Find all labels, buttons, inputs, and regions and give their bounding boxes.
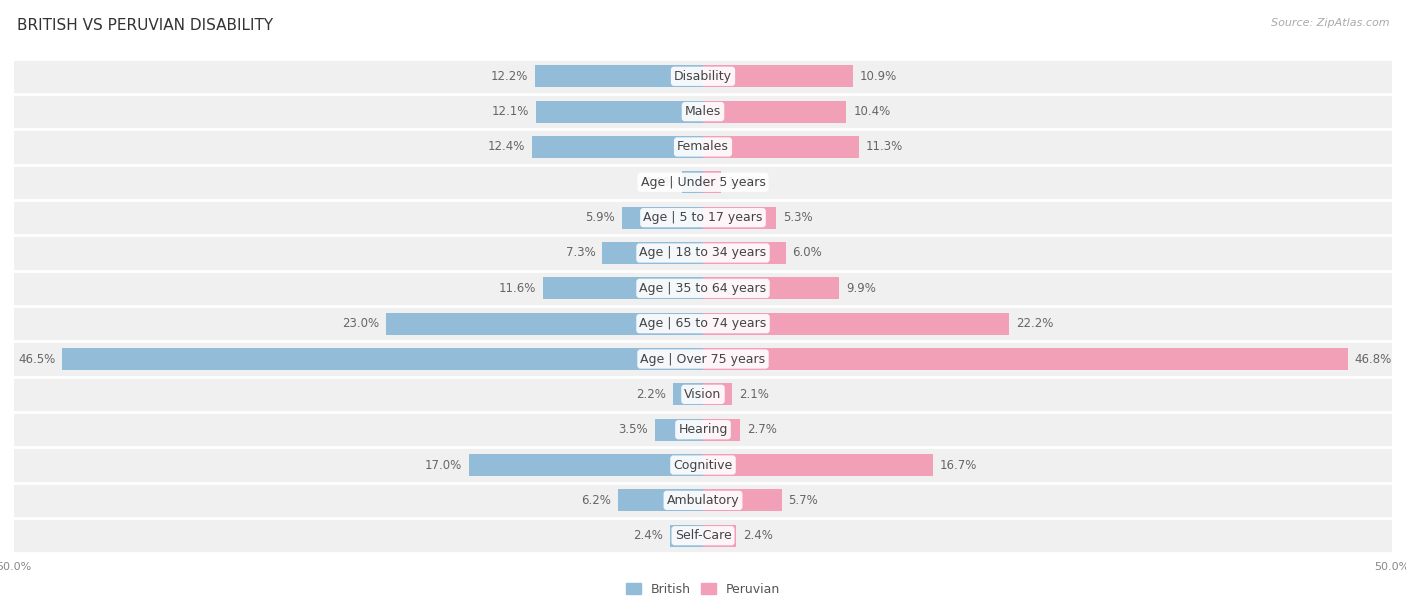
Text: 17.0%: 17.0%	[425, 458, 461, 471]
Text: 10.4%: 10.4%	[853, 105, 890, 118]
Bar	[14, 341, 1392, 376]
Text: Age | 18 to 34 years: Age | 18 to 34 years	[640, 247, 766, 259]
Text: 12.1%: 12.1%	[492, 105, 530, 118]
Text: 5.9%: 5.9%	[585, 211, 614, 224]
Bar	[703, 242, 786, 264]
Bar	[536, 100, 703, 122]
Bar	[14, 271, 1392, 306]
Bar	[534, 65, 703, 88]
Bar	[14, 165, 1392, 200]
Text: 3.5%: 3.5%	[619, 423, 648, 436]
Text: Disability: Disability	[673, 70, 733, 83]
Text: Age | 5 to 17 years: Age | 5 to 17 years	[644, 211, 762, 224]
Legend: British, Peruvian: British, Peruvian	[621, 578, 785, 601]
Text: 12.2%: 12.2%	[491, 70, 529, 83]
Bar	[387, 313, 703, 335]
Bar	[14, 59, 1392, 94]
Text: Males: Males	[685, 105, 721, 118]
Bar	[14, 376, 1392, 412]
Text: 6.0%: 6.0%	[793, 247, 823, 259]
Bar	[543, 277, 703, 299]
Text: 46.5%: 46.5%	[18, 353, 55, 365]
Bar	[669, 524, 703, 547]
Bar	[703, 207, 776, 229]
Text: 23.0%: 23.0%	[342, 317, 380, 330]
Bar	[703, 277, 839, 299]
Text: 2.7%: 2.7%	[747, 423, 778, 436]
Text: 5.7%: 5.7%	[789, 494, 818, 507]
Bar	[468, 454, 703, 476]
Bar	[14, 306, 1392, 341]
Text: Hearing: Hearing	[678, 423, 728, 436]
Text: 2.4%: 2.4%	[742, 529, 773, 542]
Bar	[62, 348, 703, 370]
Text: 10.9%: 10.9%	[860, 70, 897, 83]
Bar	[617, 490, 703, 512]
Text: 5.3%: 5.3%	[783, 211, 813, 224]
Text: Ambulatory: Ambulatory	[666, 494, 740, 507]
Bar	[703, 454, 934, 476]
Bar	[655, 419, 703, 441]
Text: Source: ZipAtlas.com: Source: ZipAtlas.com	[1271, 18, 1389, 28]
Bar	[14, 447, 1392, 483]
Bar	[703, 383, 733, 405]
Bar	[14, 94, 1392, 129]
Bar	[703, 136, 859, 158]
Text: 1.3%: 1.3%	[728, 176, 758, 189]
Bar	[703, 348, 1348, 370]
Bar	[14, 518, 1392, 553]
Bar	[14, 200, 1392, 236]
Text: 16.7%: 16.7%	[941, 458, 977, 471]
Bar	[703, 313, 1010, 335]
Text: Vision: Vision	[685, 388, 721, 401]
Text: 1.5%: 1.5%	[645, 176, 675, 189]
Bar	[682, 171, 703, 193]
Text: Age | 65 to 74 years: Age | 65 to 74 years	[640, 317, 766, 330]
Text: 22.2%: 22.2%	[1015, 317, 1053, 330]
Bar	[14, 483, 1392, 518]
Text: 9.9%: 9.9%	[846, 282, 876, 295]
Bar	[14, 129, 1392, 165]
Text: 12.4%: 12.4%	[488, 141, 526, 154]
Text: Females: Females	[678, 141, 728, 154]
Text: 2.2%: 2.2%	[636, 388, 666, 401]
Bar	[703, 65, 853, 88]
Bar	[703, 100, 846, 122]
Bar	[621, 207, 703, 229]
Bar	[531, 136, 703, 158]
Text: 2.1%: 2.1%	[738, 388, 769, 401]
Text: 11.6%: 11.6%	[499, 282, 536, 295]
Text: Age | Under 5 years: Age | Under 5 years	[641, 176, 765, 189]
Text: 2.4%: 2.4%	[633, 529, 664, 542]
Text: Self-Care: Self-Care	[675, 529, 731, 542]
Bar	[703, 419, 740, 441]
Bar	[672, 383, 703, 405]
Bar	[703, 171, 721, 193]
Bar	[602, 242, 703, 264]
Text: 7.3%: 7.3%	[565, 247, 596, 259]
Bar	[703, 490, 782, 512]
Text: Age | 35 to 64 years: Age | 35 to 64 years	[640, 282, 766, 295]
Text: Age | Over 75 years: Age | Over 75 years	[641, 353, 765, 365]
Bar	[703, 524, 737, 547]
Text: Cognitive: Cognitive	[673, 458, 733, 471]
Text: BRITISH VS PERUVIAN DISABILITY: BRITISH VS PERUVIAN DISABILITY	[17, 18, 273, 34]
Text: 11.3%: 11.3%	[866, 141, 903, 154]
Text: 6.2%: 6.2%	[581, 494, 610, 507]
Text: 46.8%: 46.8%	[1355, 353, 1392, 365]
Bar	[14, 236, 1392, 271]
Bar	[14, 412, 1392, 447]
